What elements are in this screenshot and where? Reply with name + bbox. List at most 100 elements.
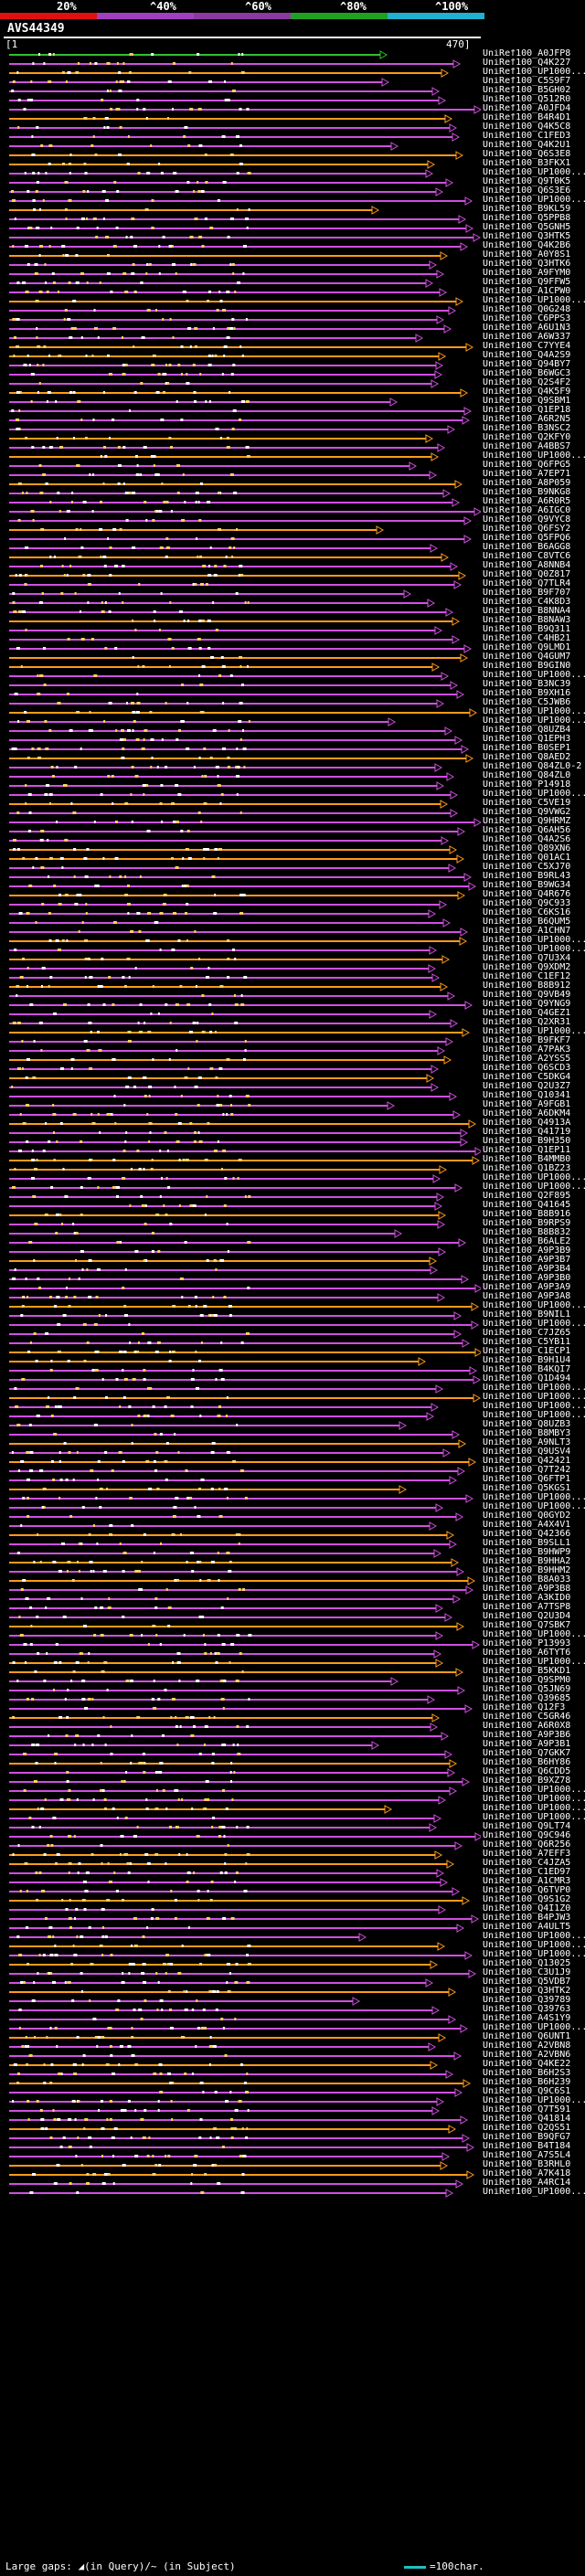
hit-link[interactable]: UniRef100_UP1000... bbox=[483, 1658, 585, 1667]
hit-link[interactable]: UniRef100_Q5GNH5 bbox=[483, 223, 571, 232]
hit-link[interactable]: UniRef100_Q9SPM0 bbox=[483, 1676, 571, 1685]
hit-link[interactable]: UniRef100_Q4KE22 bbox=[483, 2060, 571, 2069]
hit-link[interactable]: UniRef100_B9RL43 bbox=[483, 872, 571, 881]
hit-link[interactable]: UniRef100_A9P3B4 bbox=[483, 1265, 571, 1274]
hit-link[interactable]: UniRef100_Q9VB49 bbox=[483, 991, 571, 1000]
hit-link[interactable]: UniRef100_UP1000... bbox=[483, 1383, 585, 1393]
hit-link[interactable]: UniRef100_A2YSS5 bbox=[483, 1055, 571, 1064]
hit-link[interactable]: UniRef100_A7PAK3 bbox=[483, 1045, 571, 1055]
hit-link[interactable]: UniRef100_Q39763 bbox=[483, 2005, 571, 2014]
hit-link[interactable]: UniRef100_Q2KFY0 bbox=[483, 433, 571, 442]
hit-link[interactable]: UniRef100_C6KS16 bbox=[483, 908, 571, 917]
hit-link[interactable]: UniRef100_UP1000... bbox=[483, 1182, 585, 1192]
hit-link[interactable]: UniRef100_Q4GEZ1 bbox=[483, 1009, 571, 1018]
hit-link[interactable]: UniRef100_Q9LMD1 bbox=[483, 643, 571, 652]
hit-link[interactable]: UniRef100_UP1000... bbox=[483, 1950, 585, 1959]
hit-link[interactable]: UniRef100_Q41719 bbox=[483, 1128, 571, 1137]
hit-link[interactable]: UniRef100_Q94BY7 bbox=[483, 360, 571, 369]
hit-link[interactable]: UniRef100_B9HHM2 bbox=[483, 1566, 571, 1575]
hit-link[interactable]: UniRef100_A0JFP8 bbox=[483, 49, 571, 58]
hit-link[interactable]: UniRef100_Q4A2S9 bbox=[483, 351, 571, 360]
hit-link[interactable]: UniRef100_P13993 bbox=[483, 1639, 571, 1648]
hit-link[interactable]: UniRef100_Q1EP11 bbox=[483, 1146, 571, 1155]
hit-link[interactable]: UniRef100_C5YB11 bbox=[483, 1338, 571, 1347]
hit-link[interactable]: UniRef100_A4ULT5 bbox=[483, 1923, 571, 1932]
hit-link[interactable]: UniRef100_UP1000... bbox=[483, 1795, 585, 1804]
hit-link[interactable]: UniRef100_Q0Z817 bbox=[483, 570, 571, 579]
hit-link[interactable]: UniRef100_Q01AC1 bbox=[483, 853, 571, 863]
hit-link[interactable]: UniRef100_UP1000... bbox=[483, 707, 585, 716]
hit-link[interactable]: UniRef100_Q4K5C8 bbox=[483, 122, 571, 132]
hit-link[interactable]: UniRef100_B8MBY3 bbox=[483, 1429, 571, 1438]
hit-link[interactable]: UniRef100_Q4913A bbox=[483, 1118, 571, 1128]
hit-link[interactable]: UniRef100_C1ED97 bbox=[483, 1868, 571, 1877]
hit-link[interactable]: UniRef100_B6H239 bbox=[483, 2078, 571, 2087]
hit-link[interactable]: UniRef100_Q512R0 bbox=[483, 95, 571, 104]
hit-link[interactable]: UniRef100_B9NIL1 bbox=[483, 1310, 571, 1320]
hit-link[interactable]: UniRef100_UP1000... bbox=[483, 2188, 585, 2197]
hit-link[interactable]: UniRef100_C7YYE4 bbox=[483, 342, 571, 351]
hit-link[interactable]: UniRef100_Q2XR31 bbox=[483, 1018, 571, 1027]
hit-link[interactable]: UniRef100_A7K418 bbox=[483, 2169, 571, 2178]
hit-link[interactable]: UniRef100_A6DKM4 bbox=[483, 1109, 571, 1118]
hit-link[interactable]: UniRef100_B4PJW3 bbox=[483, 1913, 571, 1923]
hit-link[interactable]: UniRef100_Q9VYC8 bbox=[483, 515, 571, 525]
hit-link[interactable]: UniRef100_B6QUM5 bbox=[483, 917, 571, 927]
hit-link[interactable]: UniRef100_A6R0R5 bbox=[483, 497, 571, 506]
hit-link[interactable]: UniRef100_A6IGC0 bbox=[483, 506, 571, 515]
hit-link[interactable]: UniRef100_B9XH16 bbox=[483, 689, 571, 698]
hit-link[interactable]: UniRef100_UP1000... bbox=[483, 451, 585, 461]
hit-link[interactable]: UniRef100_Q42366 bbox=[483, 1530, 571, 1539]
hit-link[interactable]: UniRef100_UP1000... bbox=[483, 68, 585, 77]
hit-link[interactable]: UniRef100_UP1000... bbox=[483, 1027, 585, 1036]
hit-link[interactable]: UniRef100_UP1000... bbox=[483, 2096, 585, 2105]
hit-link[interactable]: UniRef100_A9P3B1 bbox=[483, 1740, 571, 1749]
hit-link[interactable]: UniRef100_C1ECP1 bbox=[483, 1347, 571, 1356]
hit-link[interactable]: UniRef100_A6R0X8 bbox=[483, 1722, 571, 1731]
hit-link[interactable]: UniRef100_B9NKG8 bbox=[483, 488, 571, 497]
hit-link[interactable]: UniRef100_B9GIN0 bbox=[483, 662, 571, 671]
hit-link[interactable]: UniRef100_Q7TLR4 bbox=[483, 579, 571, 588]
hit-link[interactable]: UniRef100_Q5VDB7 bbox=[483, 1977, 571, 1987]
hit-link[interactable]: UniRef100_B3RHL0 bbox=[483, 2160, 571, 2169]
hit-link[interactable]: UniRef100_A0JFD4 bbox=[483, 104, 571, 113]
hit-link[interactable]: UniRef100_B9H350 bbox=[483, 1137, 571, 1146]
hit-link[interactable]: UniRef100_A4BBS7 bbox=[483, 442, 571, 451]
hit-link[interactable]: UniRef100_B9RPS9 bbox=[483, 1219, 571, 1228]
hit-link[interactable]: UniRef100_A9FYM0 bbox=[483, 269, 571, 278]
hit-link[interactable]: UniRef100_Q1EP18 bbox=[483, 406, 571, 415]
hit-link[interactable]: UniRef100_B6HY86 bbox=[483, 1758, 571, 1767]
hit-link[interactable]: UniRef100_UP1000... bbox=[483, 196, 585, 205]
hit-link[interactable]: UniRef100_Q7T242 bbox=[483, 1466, 571, 1475]
hit-link[interactable]: UniRef100_Q9HRMZ bbox=[483, 817, 571, 826]
hit-link[interactable]: UniRef100_Q41645 bbox=[483, 1201, 571, 1210]
hit-link[interactable]: UniRef100_C4HB21 bbox=[483, 634, 571, 643]
hit-link[interactable]: UniRef100_C5S9F7 bbox=[483, 77, 571, 86]
hit-link[interactable]: UniRef100_B9KL59 bbox=[483, 205, 571, 214]
hit-link[interactable]: UniRef100_B6WGC3 bbox=[483, 369, 571, 378]
hit-link[interactable]: UniRef100_Q3HTK2 bbox=[483, 1987, 571, 1996]
hit-link[interactable]: UniRef100_Q4K5F9 bbox=[483, 387, 571, 397]
hit-link[interactable]: UniRef100_B8A033 bbox=[483, 1575, 571, 1585]
hit-link[interactable]: UniRef100_B8NNA4 bbox=[483, 607, 571, 616]
hit-link[interactable]: UniRef100_Q7U3X4 bbox=[483, 954, 571, 963]
hit-link[interactable]: UniRef100_Q6S3E6 bbox=[483, 186, 571, 196]
hit-link[interactable]: UniRef100_Q5PPB8 bbox=[483, 214, 571, 223]
hit-link[interactable]: UniRef100_Q6FTP1 bbox=[483, 1475, 571, 1484]
hit-link[interactable]: UniRef100_Q4GUM7 bbox=[483, 652, 571, 662]
hit-link[interactable]: UniRef100_Q6FPG5 bbox=[483, 461, 571, 470]
hit-link[interactable]: UniRef100_A9P3B0 bbox=[483, 1274, 571, 1283]
hit-link[interactable]: UniRef100_C7JZ65 bbox=[483, 1329, 571, 1338]
hit-link[interactable]: UniRef100_Q2QS51 bbox=[483, 2124, 571, 2133]
hit-link[interactable]: UniRef100_Q3HTK5 bbox=[483, 232, 571, 241]
hit-link[interactable]: UniRef100_UP1000... bbox=[483, 1173, 585, 1182]
hit-link[interactable]: UniRef100_B9Q311 bbox=[483, 625, 571, 634]
hit-link[interactable]: UniRef100_Q8UZB4 bbox=[483, 726, 571, 735]
hit-link[interactable]: UniRef100_Q5JN69 bbox=[483, 1685, 571, 1694]
hit-link[interactable]: UniRef100_Q1BZ23 bbox=[483, 1164, 571, 1173]
hit-link[interactable]: UniRef100_Q89XN6 bbox=[483, 844, 571, 853]
hit-link[interactable]: UniRef100_B4T184 bbox=[483, 2142, 571, 2151]
hit-link[interactable]: UniRef100_UP1000... bbox=[483, 1493, 585, 1502]
hit-link[interactable]: UniRef100_Q5KGS1 bbox=[483, 1484, 571, 1493]
hit-link[interactable]: UniRef100_Q6CDD5 bbox=[483, 1767, 571, 1776]
